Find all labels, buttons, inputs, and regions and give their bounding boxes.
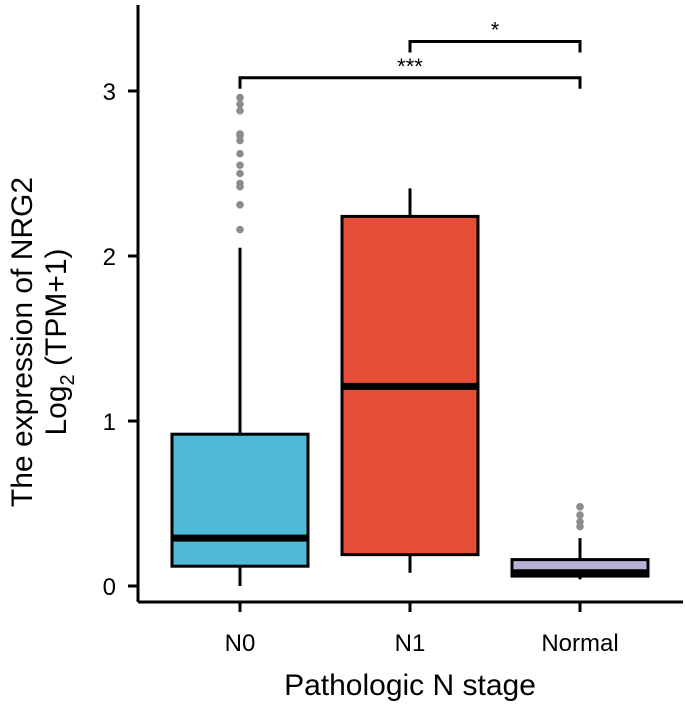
outlier-point [236,149,244,158]
y-axis-title-log: Log [40,385,73,435]
significance-label: *** [397,54,423,79]
outlier-point [236,130,244,138]
x-axis-title: Pathologic N stage [284,669,536,702]
outlier-point [576,517,584,526]
outlier-point [576,511,584,519]
y-axis-title-tpm: (TPM+1) [40,248,73,374]
x-tick-label: Normal [541,630,618,657]
outlier-point [236,107,244,115]
y-axis-title-line2: Log2 (TPM+1) [40,248,79,435]
y-axis-title-line1: The expression of NRG2 [6,177,39,507]
x-tick-label: N1 [395,630,426,657]
y-axis-title-subscript: 2 [57,374,79,385]
y-tick-label: 2 [103,244,116,271]
box-n0 [170,432,310,568]
outlier-point [236,201,244,209]
significance-bracket [408,40,582,53]
outlier-point [236,169,244,178]
y-tick-label: 1 [103,409,116,436]
significance-bracket [238,76,582,89]
y-axis-title: The expression of NRG2 Log2 (TPM+1) [6,177,79,507]
significance-label: * [491,18,500,43]
outlier-point [236,225,244,234]
outlier-point [236,100,244,108]
y-tick-label: 3 [103,79,116,106]
outlier-point [576,503,584,511]
y-tick-label: 0 [103,574,116,601]
x-tick-label: N0 [225,630,256,657]
outlier-point [236,161,244,170]
outlier-point [236,179,244,188]
outlier-point [236,93,244,102]
